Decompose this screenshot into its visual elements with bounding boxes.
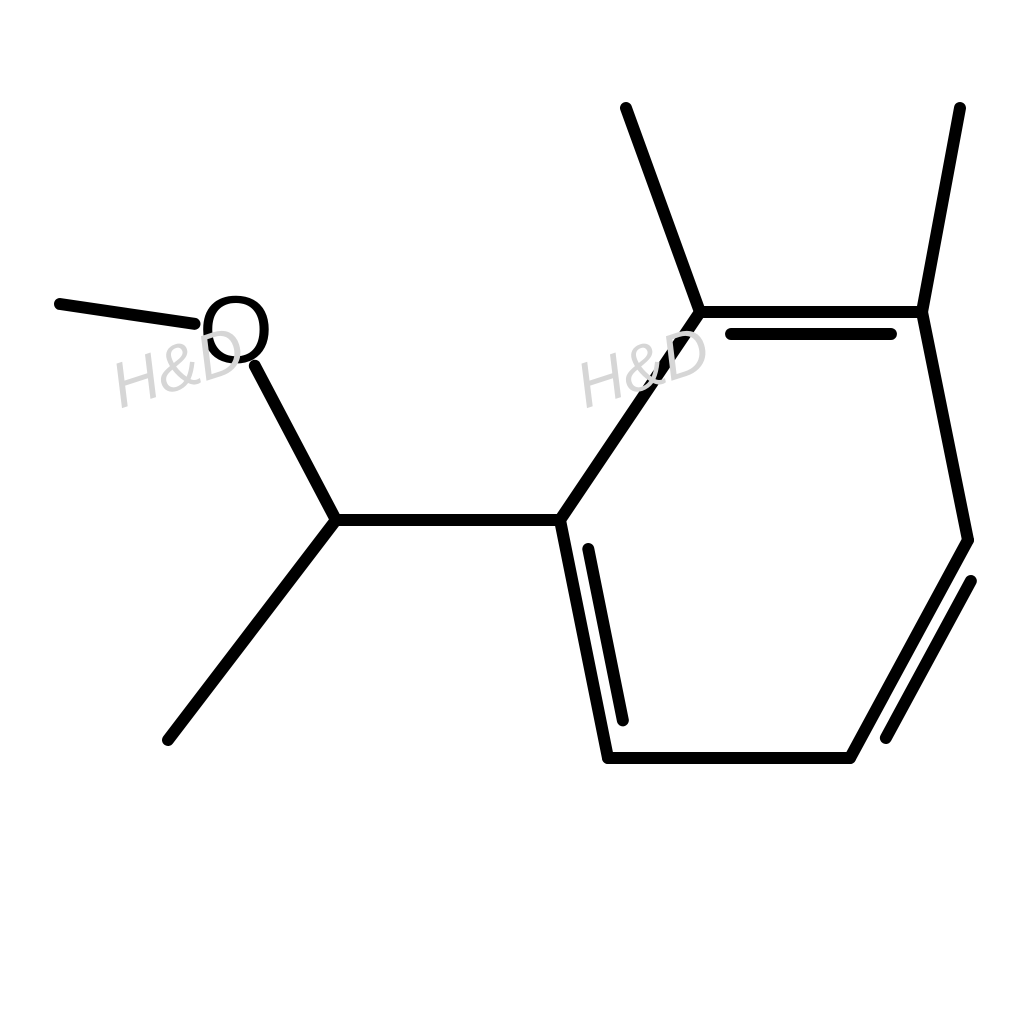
atom-label-o: O (199, 277, 274, 384)
molecule-canvas: O (0, 0, 1024, 1024)
chemical-structure-figure: O H&DH&D (0, 0, 1024, 1024)
